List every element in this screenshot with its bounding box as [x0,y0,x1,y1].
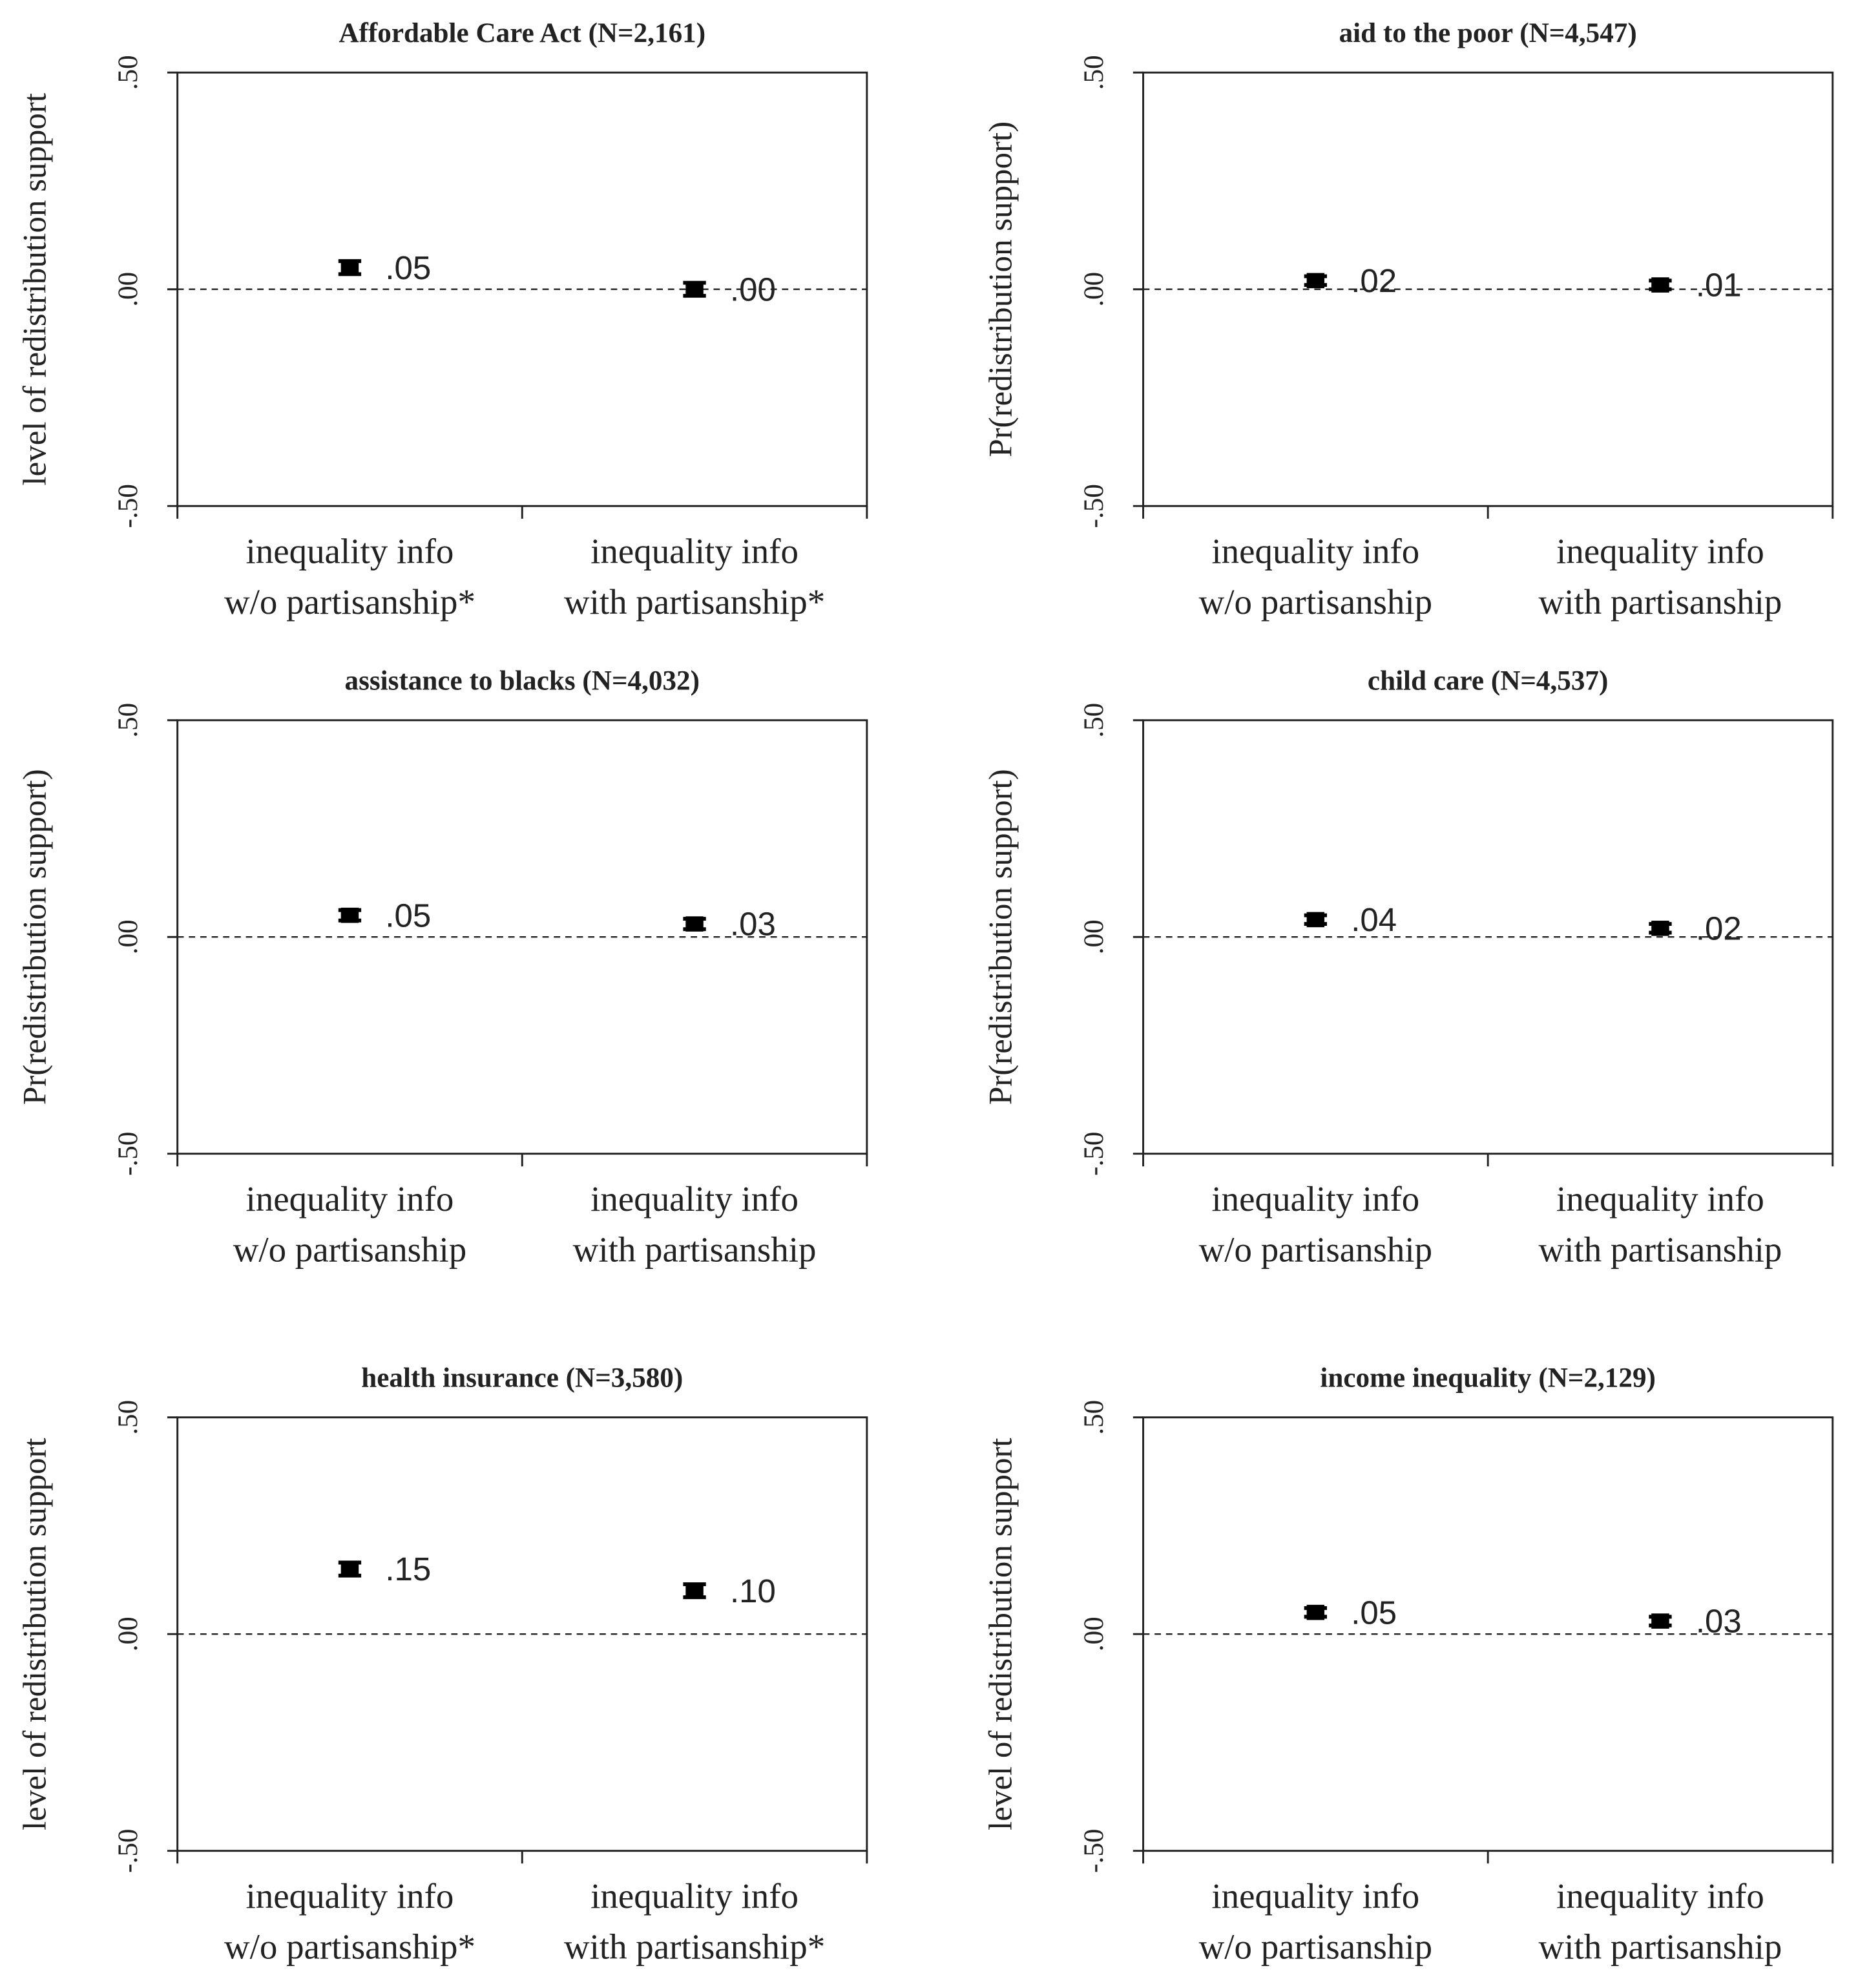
y-tick-label: .50 [1079,703,1109,738]
y-axis-label: Pr(redistribution support) [17,769,54,1105]
x-tick-label: inequality info with partisanship [573,1179,817,1269]
panel: assistance to blacks (N=4,032) Pr(redistr… [17,666,868,1269]
x-tick-label: inequality info with partisanship [1539,1876,1782,1966]
value-label: .15 [385,1551,431,1587]
point [340,907,359,923]
y-tick-label: .00 [113,1617,143,1651]
panel: child care (N=4,537) Pr(redistribution su… [983,666,1834,1269]
chart-title: health insurance (N=3,580) [361,1363,683,1394]
point [340,1561,359,1577]
point [685,1583,704,1598]
point [1651,921,1669,936]
x-tick-label: inequality info with partisanship* [564,1876,825,1966]
y-axis-label: Pr(redistribution support) [983,769,1019,1105]
chart-title: assistance to blacks (N=4,032) [345,666,700,696]
x-tick-label: inequality info with partisanship [1539,531,1782,621]
panel: health insurance (N=3,580) level of redis… [17,1363,868,1966]
y-tick-label: .50 [113,703,143,738]
y-axis-label: level of redistribution support [17,1438,54,1830]
y-tick-label: -.50 [113,1132,143,1176]
value-label: .03 [730,906,776,943]
y-tick-label: .00 [1079,272,1109,307]
value-label: .01 [1696,267,1742,304]
x-tick-label: inequality info w/o partisanship* [224,531,475,621]
y-tick-label: .50 [1079,1400,1109,1435]
y-tick-label: .00 [113,272,143,307]
panel: aid to the poor (N=4,547) Pr(redistributi… [983,18,1834,622]
y-tick-label: -.50 [113,484,143,528]
value-label: .05 [385,249,431,286]
x-tick-label: inequality info w/o partisanship [1199,1876,1433,1966]
y-axis-label: Pr(redistribution support) [983,121,1019,457]
y-tick-label: -.50 [1079,1829,1109,1873]
point [1306,273,1325,289]
x-tick-label: inequality info w/o partisanship [1199,1179,1433,1269]
point [1306,1604,1325,1620]
value-label: .04 [1351,901,1397,938]
point [685,916,704,932]
panel: income inequality (N=2,129) level of redi… [983,1363,1834,1966]
point [1651,277,1669,293]
panel: Affordable Care Act (N=2,161) level of re… [17,18,868,622]
value-label: .05 [1351,1594,1397,1631]
x-tick-label: inequality info with partisanship* [564,531,825,621]
value-label: .02 [1696,910,1742,947]
point [340,260,359,275]
x-tick-label: inequality info with partisanship [1539,1179,1782,1269]
chart-title: child care (N=4,537) [1368,666,1608,696]
point [685,281,704,297]
x-tick-label: inequality info w/o partisanship [233,1179,467,1269]
value-label: .02 [1351,262,1397,299]
y-tick-label: .50 [113,55,143,90]
value-label: .03 [1696,1603,1742,1640]
x-tick-label: inequality info w/o partisanship* [224,1876,475,1966]
y-axis-label: level of redistribution support [17,93,54,486]
point [1651,1613,1669,1629]
y-tick-label: -.50 [113,1829,143,1873]
chart-title: aid to the poor (N=4,547) [1339,18,1637,48]
chart-title: income inequality (N=2,129) [1320,1363,1655,1394]
y-axis-label: level of redistribution support [983,1438,1019,1830]
y-tick-label: -.50 [1079,484,1109,528]
value-label: .00 [730,271,776,308]
value-label: .05 [385,897,431,934]
point [1306,912,1325,928]
value-label: .10 [730,1573,776,1609]
y-tick-label: .50 [1079,55,1109,90]
y-tick-label: -.50 [1079,1132,1109,1176]
y-tick-label: .00 [113,919,143,954]
x-tick-label: inequality info w/o partisanship [1199,531,1433,621]
y-tick-label: .00 [1079,1617,1109,1651]
y-tick-label: .00 [1079,919,1109,954]
chart-title: Affordable Care Act (N=2,161) [339,18,705,48]
y-tick-label: .50 [113,1400,143,1435]
